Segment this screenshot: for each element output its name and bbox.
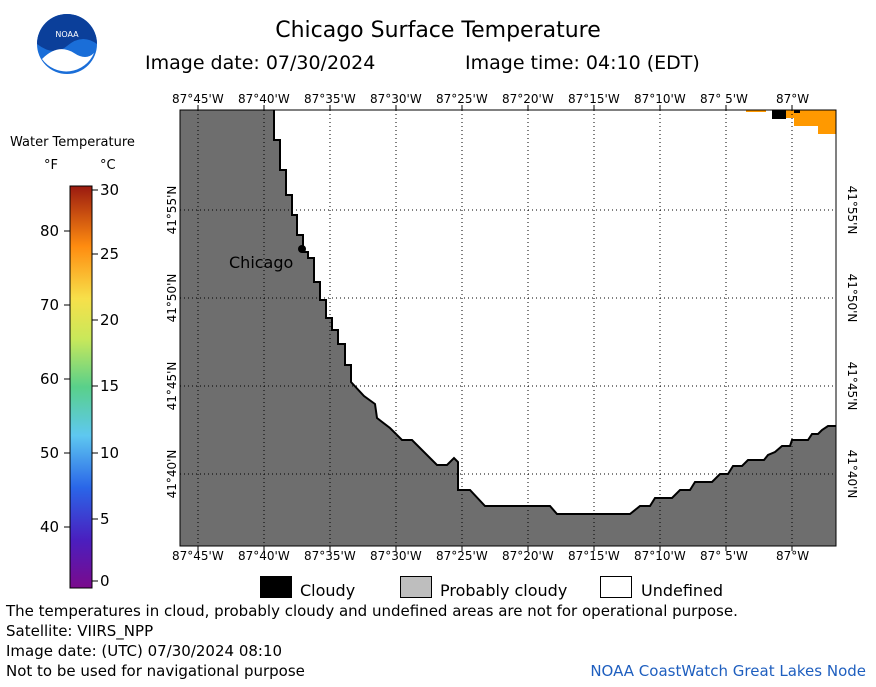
- lon-label-bottom: 87°45'W: [172, 549, 224, 563]
- lat-label-left: 41°55'N: [165, 186, 179, 235]
- image-time: Image time: 04:10 (EDT): [465, 52, 700, 74]
- lon-label-top: 87°W: [776, 92, 810, 106]
- f-tick-label: 40: [40, 518, 60, 536]
- lon-label-bottom: 87°30'W: [370, 549, 422, 563]
- c-tick-label: 15: [100, 377, 120, 395]
- noaa-logo: NOAA: [36, 13, 98, 75]
- lon-label-top: 87° 5'W: [700, 92, 748, 106]
- credit-link[interactable]: NOAA CoastWatch Great Lakes Node: [590, 662, 866, 680]
- lon-label-top: 87°30'W: [370, 92, 422, 106]
- lon-label-bottom: 87°40'W: [238, 549, 290, 563]
- utc-date-text: Image date: (UTC) 07/30/2024 08:10: [6, 642, 283, 660]
- lon-label-bottom: 87°W: [776, 549, 810, 563]
- lon-label-top: 87°35'W: [304, 92, 356, 106]
- c-tick-label: 0: [100, 572, 110, 590]
- legend-label-cloudy: Cloudy: [300, 581, 356, 600]
- disclaimer-text: The temperatures in cloud, probably clou…: [6, 602, 738, 620]
- chicago-marker: [298, 245, 306, 253]
- cloud-pixel: [772, 110, 786, 119]
- colorbar: [69, 185, 93, 589]
- colorbar-title: Water Temperature: [10, 135, 135, 150]
- f-tick-label: 60: [40, 370, 60, 388]
- c-tick-label: 5: [100, 510, 110, 528]
- image-date: Image date: 07/30/2024: [145, 52, 376, 74]
- map-title: Chicago Surface Temperature: [275, 18, 601, 43]
- lon-label-top: 87°10'W: [634, 92, 686, 106]
- cloud-pixel: [794, 110, 800, 113]
- lat-label-left: 41°40'N: [165, 450, 179, 499]
- lat-label-right: 41°45'N: [845, 362, 859, 411]
- map-frame: [179, 109, 837, 547]
- legend-swatch-probably-cloudy: [400, 576, 432, 598]
- lat-label-right: 41°55'N: [845, 186, 859, 235]
- lat-label-left: 41°45'N: [165, 362, 179, 411]
- lon-label-bottom: 87°25'W: [436, 549, 488, 563]
- map-ticks: [197, 105, 793, 551]
- lon-label-bottom: 87°35'W: [304, 549, 356, 563]
- lat-label-right: 41°50'N: [845, 274, 859, 323]
- lon-label-bottom: 87°10'W: [634, 549, 686, 563]
- legend-label-probably-cloudy: Probably cloudy: [440, 581, 568, 600]
- svg-text:NOAA: NOAA: [55, 30, 79, 39]
- c-tick-label: 25: [100, 245, 120, 263]
- land-west: [180, 110, 836, 546]
- graticule: [180, 110, 836, 546]
- lon-label-top: 87°15'W: [568, 92, 620, 106]
- lon-label-bottom: 87°20'W: [502, 549, 554, 563]
- shoreline: [273, 110, 836, 515]
- city-label-chicago: Chicago: [229, 253, 294, 272]
- c-tick-label: 10: [100, 444, 120, 462]
- f-tick-label: 80: [40, 222, 60, 240]
- f-tick-label: 50: [40, 444, 60, 462]
- lat-label-left: 41°50'N: [165, 274, 179, 323]
- c-tick-label: 20: [100, 311, 120, 329]
- navigation-warning: Not to be used for navigational purpose: [6, 662, 305, 680]
- lon-label-top: 87°20'W: [502, 92, 554, 106]
- legend-label-undefined: Undefined: [641, 581, 724, 600]
- c-tick-label: 30: [100, 181, 120, 199]
- unit-fahrenheit: °F: [44, 158, 58, 173]
- lat-label-right: 41°40'N: [845, 450, 859, 499]
- warm-water-pixels: [746, 110, 836, 134]
- lon-label-top: 87°40'W: [238, 92, 290, 106]
- lon-label-bottom: 87°15'W: [568, 549, 620, 563]
- satellite-text: Satellite: VIIRS_NPP: [6, 622, 154, 640]
- colorbar-ticks: [64, 189, 98, 582]
- legend-swatch-cloudy: [260, 576, 292, 598]
- lon-label-bottom: 87° 5'W: [700, 549, 748, 563]
- f-tick-label: 70: [40, 296, 60, 314]
- unit-celsius: °C: [100, 158, 116, 173]
- legend-swatch-undefined: [600, 576, 632, 598]
- lon-label-top: 87°45'W: [172, 92, 224, 106]
- lon-label-top: 87°25'W: [436, 92, 488, 106]
